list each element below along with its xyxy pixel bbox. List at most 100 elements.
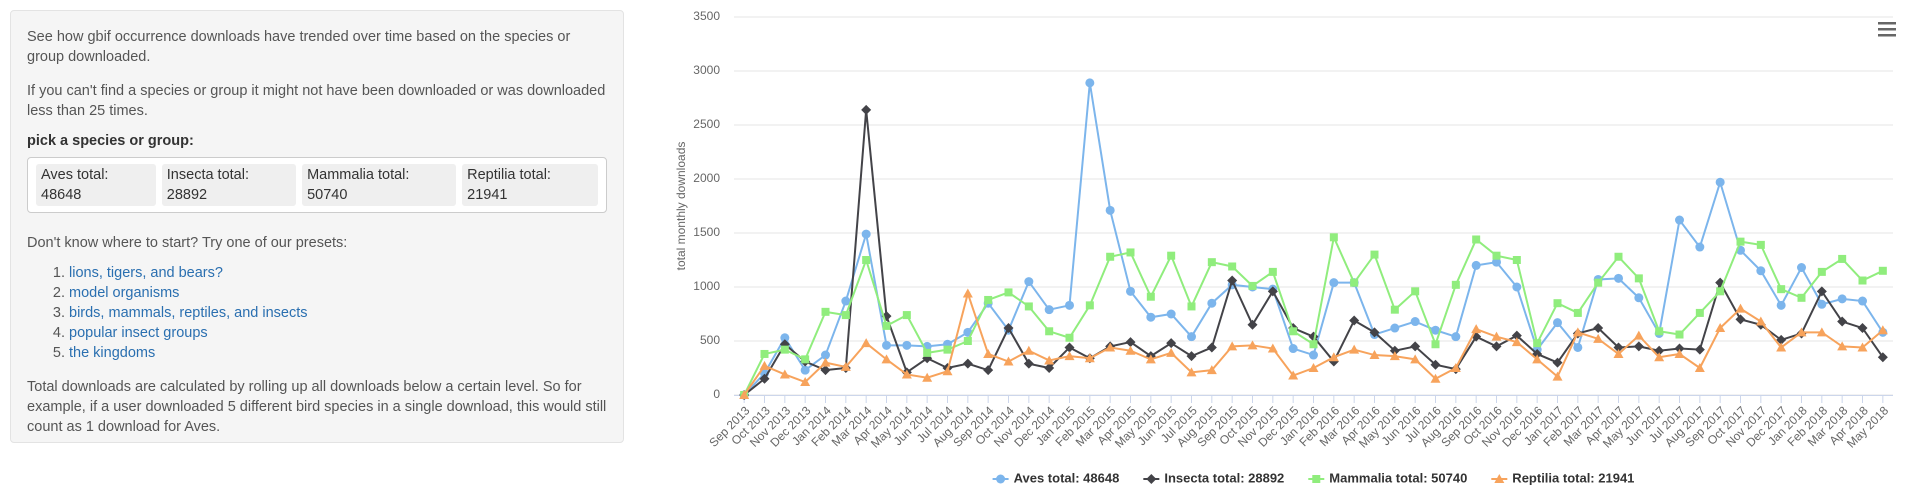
- data-point: [1777, 285, 1786, 294]
- data-point: [1065, 333, 1074, 342]
- data-point: [1084, 353, 1095, 363]
- data-point: [1837, 316, 1848, 327]
- data-point: [923, 348, 932, 357]
- data-point: [1329, 278, 1339, 288]
- data-point: [1491, 331, 1502, 341]
- preset-link[interactable]: birds, mammals, reptiles, and insects: [69, 305, 308, 321]
- data-point: [1023, 345, 1034, 355]
- data-point: [1085, 78, 1095, 88]
- y-tick-label: 1500: [693, 225, 720, 239]
- data-point: [1267, 343, 1278, 353]
- data-point: [800, 365, 810, 375]
- data-point: [1633, 341, 1644, 352]
- data-point: [1491, 341, 1502, 352]
- chip[interactable]: Aves total: 48648: [36, 164, 156, 206]
- data-point: [1267, 286, 1278, 297]
- data-point: [1207, 258, 1216, 267]
- legend-item[interactable]: Insecta total: 28892: [1143, 470, 1284, 485]
- data-point: [1593, 333, 1604, 343]
- data-point: [841, 311, 850, 320]
- preset-link[interactable]: the kingdoms: [69, 345, 156, 361]
- sidebar: See how gbif occurrence downloads have t…: [10, 10, 624, 443]
- data-point: [1045, 327, 1054, 336]
- data-point: [1573, 308, 1582, 317]
- legend-marker: [1494, 474, 1505, 483]
- chip[interactable]: Reptilia total: 21941: [462, 164, 598, 206]
- legend-label: Mammalia total: 50740: [1329, 470, 1467, 485]
- data-point: [1858, 276, 1867, 285]
- data-point: [1288, 370, 1299, 380]
- legend-marker: [1146, 474, 1157, 484]
- data-point: [1410, 354, 1421, 364]
- data-point: [739, 390, 750, 399]
- data-point: [942, 366, 953, 376]
- data-point: [820, 365, 831, 376]
- legend: Aves total: 48648 Insecta total: 28892 Mam…: [992, 470, 1634, 485]
- data-point: [1186, 367, 1197, 377]
- chip[interactable]: Insecta total: 28892: [161, 164, 297, 206]
- data-point: [1655, 327, 1664, 336]
- data-point: [779, 369, 790, 379]
- data-point: [1695, 242, 1705, 252]
- chip[interactable]: Mammalia total: 50740: [302, 164, 457, 206]
- legend-label: Aves total: 48648: [1014, 470, 1120, 485]
- data-point: [861, 229, 871, 239]
- data-point: [1735, 303, 1746, 313]
- data-point: [1024, 302, 1033, 311]
- data-point: [1450, 363, 1461, 372]
- legend-label: Insecta total: 28892: [1164, 470, 1284, 485]
- data-point: [1329, 233, 1338, 242]
- data-point: [1613, 342, 1624, 353]
- picker[interactable]: Aves total: 48648 Insecta total: 28892 Mam…: [27, 157, 607, 213]
- legend-item[interactable]: Reptilia total: 21941: [1491, 470, 1634, 485]
- data-point: [1553, 299, 1562, 308]
- preset-link[interactable]: popular insect groups: [69, 325, 208, 341]
- data-point: [1044, 305, 1054, 315]
- data-point: [1573, 342, 1583, 352]
- y-tick-label: 2000: [693, 171, 720, 185]
- y-tick-label: 1000: [693, 279, 720, 293]
- data-point: [1715, 177, 1725, 187]
- data-point: [1776, 300, 1786, 310]
- y-tick-label: 0: [713, 387, 720, 401]
- note: If you can't find a species or group it …: [27, 83, 606, 119]
- data-point: [1186, 351, 1197, 362]
- data-point: [1247, 319, 1258, 330]
- data-point: [1389, 345, 1400, 356]
- data-point: [1248, 281, 1257, 290]
- menu-icon[interactable]: [1878, 22, 1896, 37]
- data-point: [1736, 237, 1745, 246]
- data-point: [1105, 342, 1116, 352]
- data-point: [1145, 354, 1156, 364]
- data-point: [983, 348, 994, 358]
- data-point: [1776, 334, 1787, 345]
- legend-item[interactable]: Mammalia total: 50740: [1308, 470, 1467, 485]
- data-point: [1166, 309, 1176, 319]
- data-point: [1349, 344, 1360, 354]
- data-point: [1390, 323, 1400, 333]
- data-point: [1572, 327, 1583, 337]
- data-point: [1613, 348, 1624, 358]
- data-point: [1410, 317, 1420, 327]
- data-point: [1309, 340, 1318, 349]
- data-point: [1125, 345, 1136, 355]
- data-point: [1755, 316, 1766, 326]
- data-point: [1350, 278, 1359, 287]
- data-point: [1512, 256, 1521, 264]
- preset-item: popular insect groups: [69, 323, 607, 343]
- preset-link[interactable]: lions, tigers, and bears?: [69, 265, 223, 281]
- data-point: [1430, 359, 1441, 370]
- legend-item[interactable]: Aves total: 48648: [992, 470, 1120, 485]
- data-point: [1085, 301, 1094, 310]
- preset-link[interactable]: model organisms: [69, 285, 180, 301]
- data-point: [1654, 352, 1665, 362]
- y-tick-label: 3500: [693, 9, 720, 23]
- data-point: [1369, 350, 1380, 360]
- data-point: [962, 288, 973, 298]
- data-point: [1633, 330, 1644, 340]
- data-point: [882, 321, 891, 330]
- data-point: [1837, 294, 1847, 304]
- data-point: [1206, 365, 1217, 375]
- data-point: [800, 377, 811, 387]
